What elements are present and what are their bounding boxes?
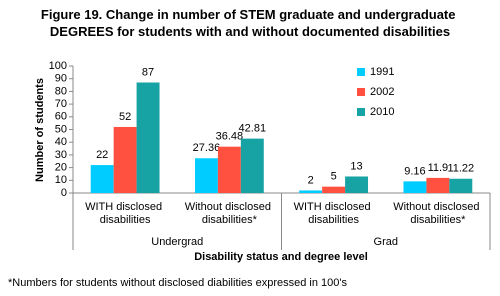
bar <box>403 181 427 193</box>
bar <box>322 186 346 193</box>
data-label: 11.22 <box>447 163 474 175</box>
y-tick-label: 80 <box>55 85 67 97</box>
group-label: Grad <box>374 236 398 248</box>
y-tick-label: 20 <box>55 162 67 174</box>
data-label: 36.48 <box>216 131 244 143</box>
legend-label: 1991 <box>370 66 394 78</box>
bar <box>136 82 160 193</box>
y-tick-label: 90 <box>55 73 67 85</box>
legend-swatch <box>357 88 365 96</box>
bar <box>240 138 264 193</box>
bar <box>449 178 473 193</box>
bar <box>90 165 114 193</box>
bar <box>426 177 450 193</box>
data-label: 52 <box>119 111 131 123</box>
legend-label: 2002 <box>370 86 394 98</box>
data-label: 27.36 <box>193 142 221 154</box>
data-label: 11.9 <box>428 162 449 174</box>
y-tick-label: 30 <box>55 149 67 161</box>
bar <box>194 158 218 193</box>
y-tick-label: 0 <box>61 187 67 199</box>
group-label: Undergrad <box>151 236 203 248</box>
x-tick-label: Without disclosed disabilities* <box>185 201 274 226</box>
data-label: 5 <box>331 171 337 183</box>
y-tick-label: 70 <box>55 98 67 110</box>
footnote: *Numbers for students without disclosed … <box>8 277 347 289</box>
bar <box>113 126 137 193</box>
data-label: 13 <box>350 160 362 172</box>
data-label: 42.81 <box>239 123 267 135</box>
data-label: 22 <box>96 149 108 161</box>
chart-title: Figure 19. Change in number of STEM grad… <box>41 7 459 39</box>
x-tick-label: Without disclosed disabilities* <box>393 201 482 226</box>
legend-swatch <box>357 68 365 76</box>
bar <box>299 190 323 193</box>
legend-label: 2010 <box>370 106 394 118</box>
data-label: 9.16 <box>404 165 425 177</box>
y-axis-label: Number of students <box>34 78 46 182</box>
data-label: 2 <box>308 174 314 186</box>
bar <box>345 176 369 193</box>
x-tick-label: WITH disclosed disabilities <box>85 201 165 226</box>
x-tick-label: WITH disclosed disabilities <box>294 201 374 226</box>
y-tick-label: 100 <box>49 60 67 72</box>
y-tick-label: 50 <box>55 123 67 135</box>
legend-swatch <box>357 108 365 116</box>
data-label: 87 <box>142 66 154 78</box>
x-axis-label: Disability status and degree level <box>194 251 368 263</box>
y-tick-label: 40 <box>55 136 67 148</box>
y-tick-label: 60 <box>55 111 67 123</box>
bar <box>217 146 241 193</box>
y-tick-label: 10 <box>55 174 67 186</box>
